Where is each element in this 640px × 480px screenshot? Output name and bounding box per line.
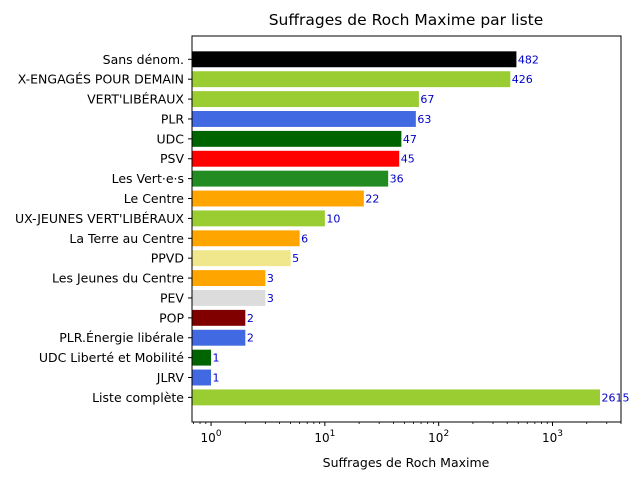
bars-group: [192, 51, 600, 406]
bar: [192, 250, 291, 267]
category-label: UDC Liberté et Mobilité: [39, 350, 184, 365]
category-label: PLR: [161, 111, 185, 126]
category-label: Les Jeunes du Centre: [52, 271, 184, 286]
bar-value-label: 36: [390, 173, 404, 186]
category-label: Sans dénom.: [103, 52, 184, 67]
chart-title: Suffrages de Roch Maxime par liste: [269, 11, 544, 29]
bar: [192, 329, 246, 346]
bar: [192, 150, 400, 167]
x-axis-label: Suffrages de Roch Maxime: [323, 455, 490, 470]
plot-frame: [191, 35, 622, 423]
bar: [192, 290, 266, 306]
bar-value-label: 63: [417, 113, 431, 126]
bar: [192, 230, 300, 247]
category-label: PSV: [160, 151, 184, 166]
category-label: UX-JEUNES VERT'LIBÉRAUX: [15, 211, 184, 226]
category-label: Liste complète: [92, 390, 184, 405]
bar: [192, 369, 212, 386]
bar-value-label: 47: [403, 133, 417, 146]
bar: [192, 270, 266, 287]
bar-value-label: 3: [267, 292, 274, 305]
category-label: PLR.Énergie libérale: [59, 330, 184, 345]
bar-value-label: 6: [301, 232, 308, 245]
category-label: PEV: [160, 290, 184, 305]
category-label: VERT'LIBÉRAUX: [87, 92, 184, 107]
bar: [192, 389, 600, 406]
bar: [192, 91, 419, 108]
bar: [192, 349, 212, 366]
x-axis-ticks-group: 100 101 102 103: [193, 422, 622, 445]
bar-value-label: 2615: [601, 391, 629, 404]
bar-value-label: 1: [213, 352, 220, 365]
bar: [192, 170, 389, 187]
bar: [192, 111, 416, 127]
category-label: JLRV: [156, 370, 185, 385]
bar: [192, 130, 402, 147]
bar-value-label: 67: [420, 93, 434, 106]
category-label: UDC: [156, 131, 184, 146]
category-label: Le Centre: [124, 191, 185, 206]
bar: [192, 71, 511, 88]
bar-value-label: 10: [326, 212, 340, 225]
bar-value-label: 426: [512, 73, 533, 86]
category-label: PPVD: [151, 251, 184, 266]
category-label: Les Vert·e·s: [112, 171, 184, 186]
bar-value-label: 3: [267, 272, 274, 285]
bar: [192, 190, 364, 207]
bar-value-label: 2: [247, 332, 254, 345]
x-tick-label: 103: [542, 429, 563, 445]
category-label: La Terre au Centre: [69, 231, 184, 246]
bar: [192, 210, 325, 227]
bar-value-label: 482: [518, 53, 539, 66]
bar: [192, 51, 517, 68]
category-labels-group: Sans dénom. X-ENGAGÉS POUR DEMAIN VERT'LIB…: [15, 52, 192, 405]
x-tick-label: 102: [428, 429, 449, 445]
bar-value-label: 45: [401, 153, 415, 166]
x-tick-label: 101: [314, 429, 335, 445]
bar-value-label: 22: [365, 193, 379, 206]
x-tick-label: 100: [201, 429, 222, 445]
category-label: POP: [159, 310, 184, 325]
bar-value-label: 1: [213, 372, 220, 385]
category-label: X-ENGAGÉS POUR DEMAIN: [18, 72, 184, 87]
bar-value-label: 2: [247, 312, 254, 325]
bar: [192, 309, 246, 326]
bar-value-label: 5: [292, 252, 299, 265]
